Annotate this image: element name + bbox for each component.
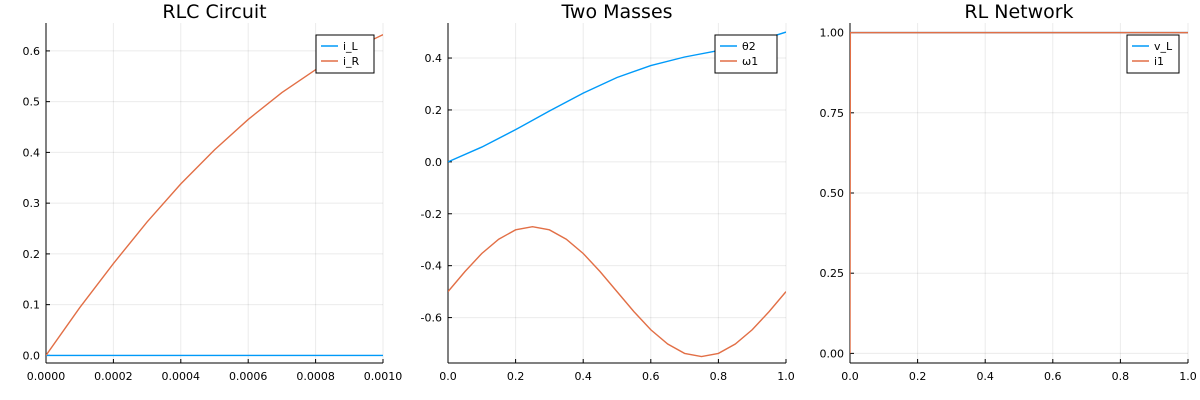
y-tick-label: 0.1: [23, 299, 41, 312]
x-tick-label: 0.6: [1044, 370, 1062, 383]
legend-box: [1126, 34, 1180, 74]
chart-title: RLC Circuit: [162, 1, 266, 23]
x-tick-label: 1.0: [777, 370, 795, 383]
y-tick-label: 0.4: [425, 52, 443, 65]
x-tick-label: 0.8: [1112, 370, 1130, 383]
legend-box: [714, 34, 778, 74]
x-tick-label: 0.0010: [364, 370, 403, 383]
legend-box: [315, 34, 375, 74]
legend-label: ω1: [742, 55, 758, 68]
y-tick-label: 0.0: [23, 349, 41, 362]
y-tick-label: 0.00: [820, 347, 845, 360]
x-tick-label: 0.4: [574, 370, 592, 383]
x-tick-label: 0.6: [642, 370, 660, 383]
x-tick-label: 0.2: [909, 370, 927, 383]
x-tick-label: 0.0: [439, 370, 457, 383]
x-tick-label: 0.0002: [94, 370, 133, 383]
series-line-2: [448, 226, 786, 358]
y-tick-label: 0.0: [425, 156, 443, 169]
legend-label: i1: [1154, 55, 1164, 68]
chart-title: Two Masses: [560, 1, 672, 23]
x-tick-label: 0.0: [841, 370, 859, 383]
y-tick-label: 0.25: [820, 267, 845, 280]
x-tick-label: 0.0008: [296, 370, 335, 383]
y-tick-label: 0.4: [23, 146, 41, 159]
y-tick-label: 0.2: [23, 248, 41, 261]
x-tick-label: 0.4: [976, 370, 994, 383]
y-tick-label: -0.2: [421, 208, 442, 221]
y-tick-label: 1.00: [820, 27, 845, 40]
y-tick-label: -0.6: [421, 312, 442, 325]
y-tick-label: 0.75: [820, 107, 845, 120]
chart-panel-3: 0.0 0.2 0.4 0.6 0.8 1.0 0.00 0.25 0.50 0.75 1.00 RL…: [820, 1, 1197, 383]
series-line-2: [850, 31, 1188, 354]
chart-panel-1: 0.0000 0.0002 0.0004 0.0006 0.0008 0.0010 0.0 0…: [23, 1, 403, 383]
chart-title: RL Network: [964, 1, 1073, 23]
x-tick-label: 1.0: [1179, 370, 1197, 383]
x-tick-label: 0.0000: [27, 370, 66, 383]
y-tick-label: -0.4: [421, 260, 442, 273]
y-tick-label: 0.3: [23, 197, 41, 210]
legend-label: v_L: [1154, 40, 1173, 53]
y-tick-label: 0.2: [425, 104, 443, 117]
legend-label: i_L: [343, 40, 359, 53]
legend: i_L i_R: [315, 34, 375, 74]
x-tick-label: 0.0004: [162, 370, 201, 383]
y-tick-label: 0.5: [23, 96, 41, 109]
legend-label: θ2: [742, 40, 756, 53]
legend-label: i_R: [343, 55, 360, 68]
x-tick-label: 0.2: [507, 370, 525, 383]
x-tick-label: 0.0006: [229, 370, 268, 383]
y-tick-label: 0.50: [820, 187, 845, 200]
y-tick-label: 0.6: [23, 45, 41, 58]
series-line-2: [46, 34, 383, 356]
chart-panel-2: 0.0 0.2 0.4 0.6 0.8 1.0 -0.6 -0.4 -0.2 0.0 0.2 0.4 T…: [421, 1, 795, 383]
x-tick-label: 0.8: [710, 370, 728, 383]
legend: v_L i1: [1126, 34, 1180, 74]
